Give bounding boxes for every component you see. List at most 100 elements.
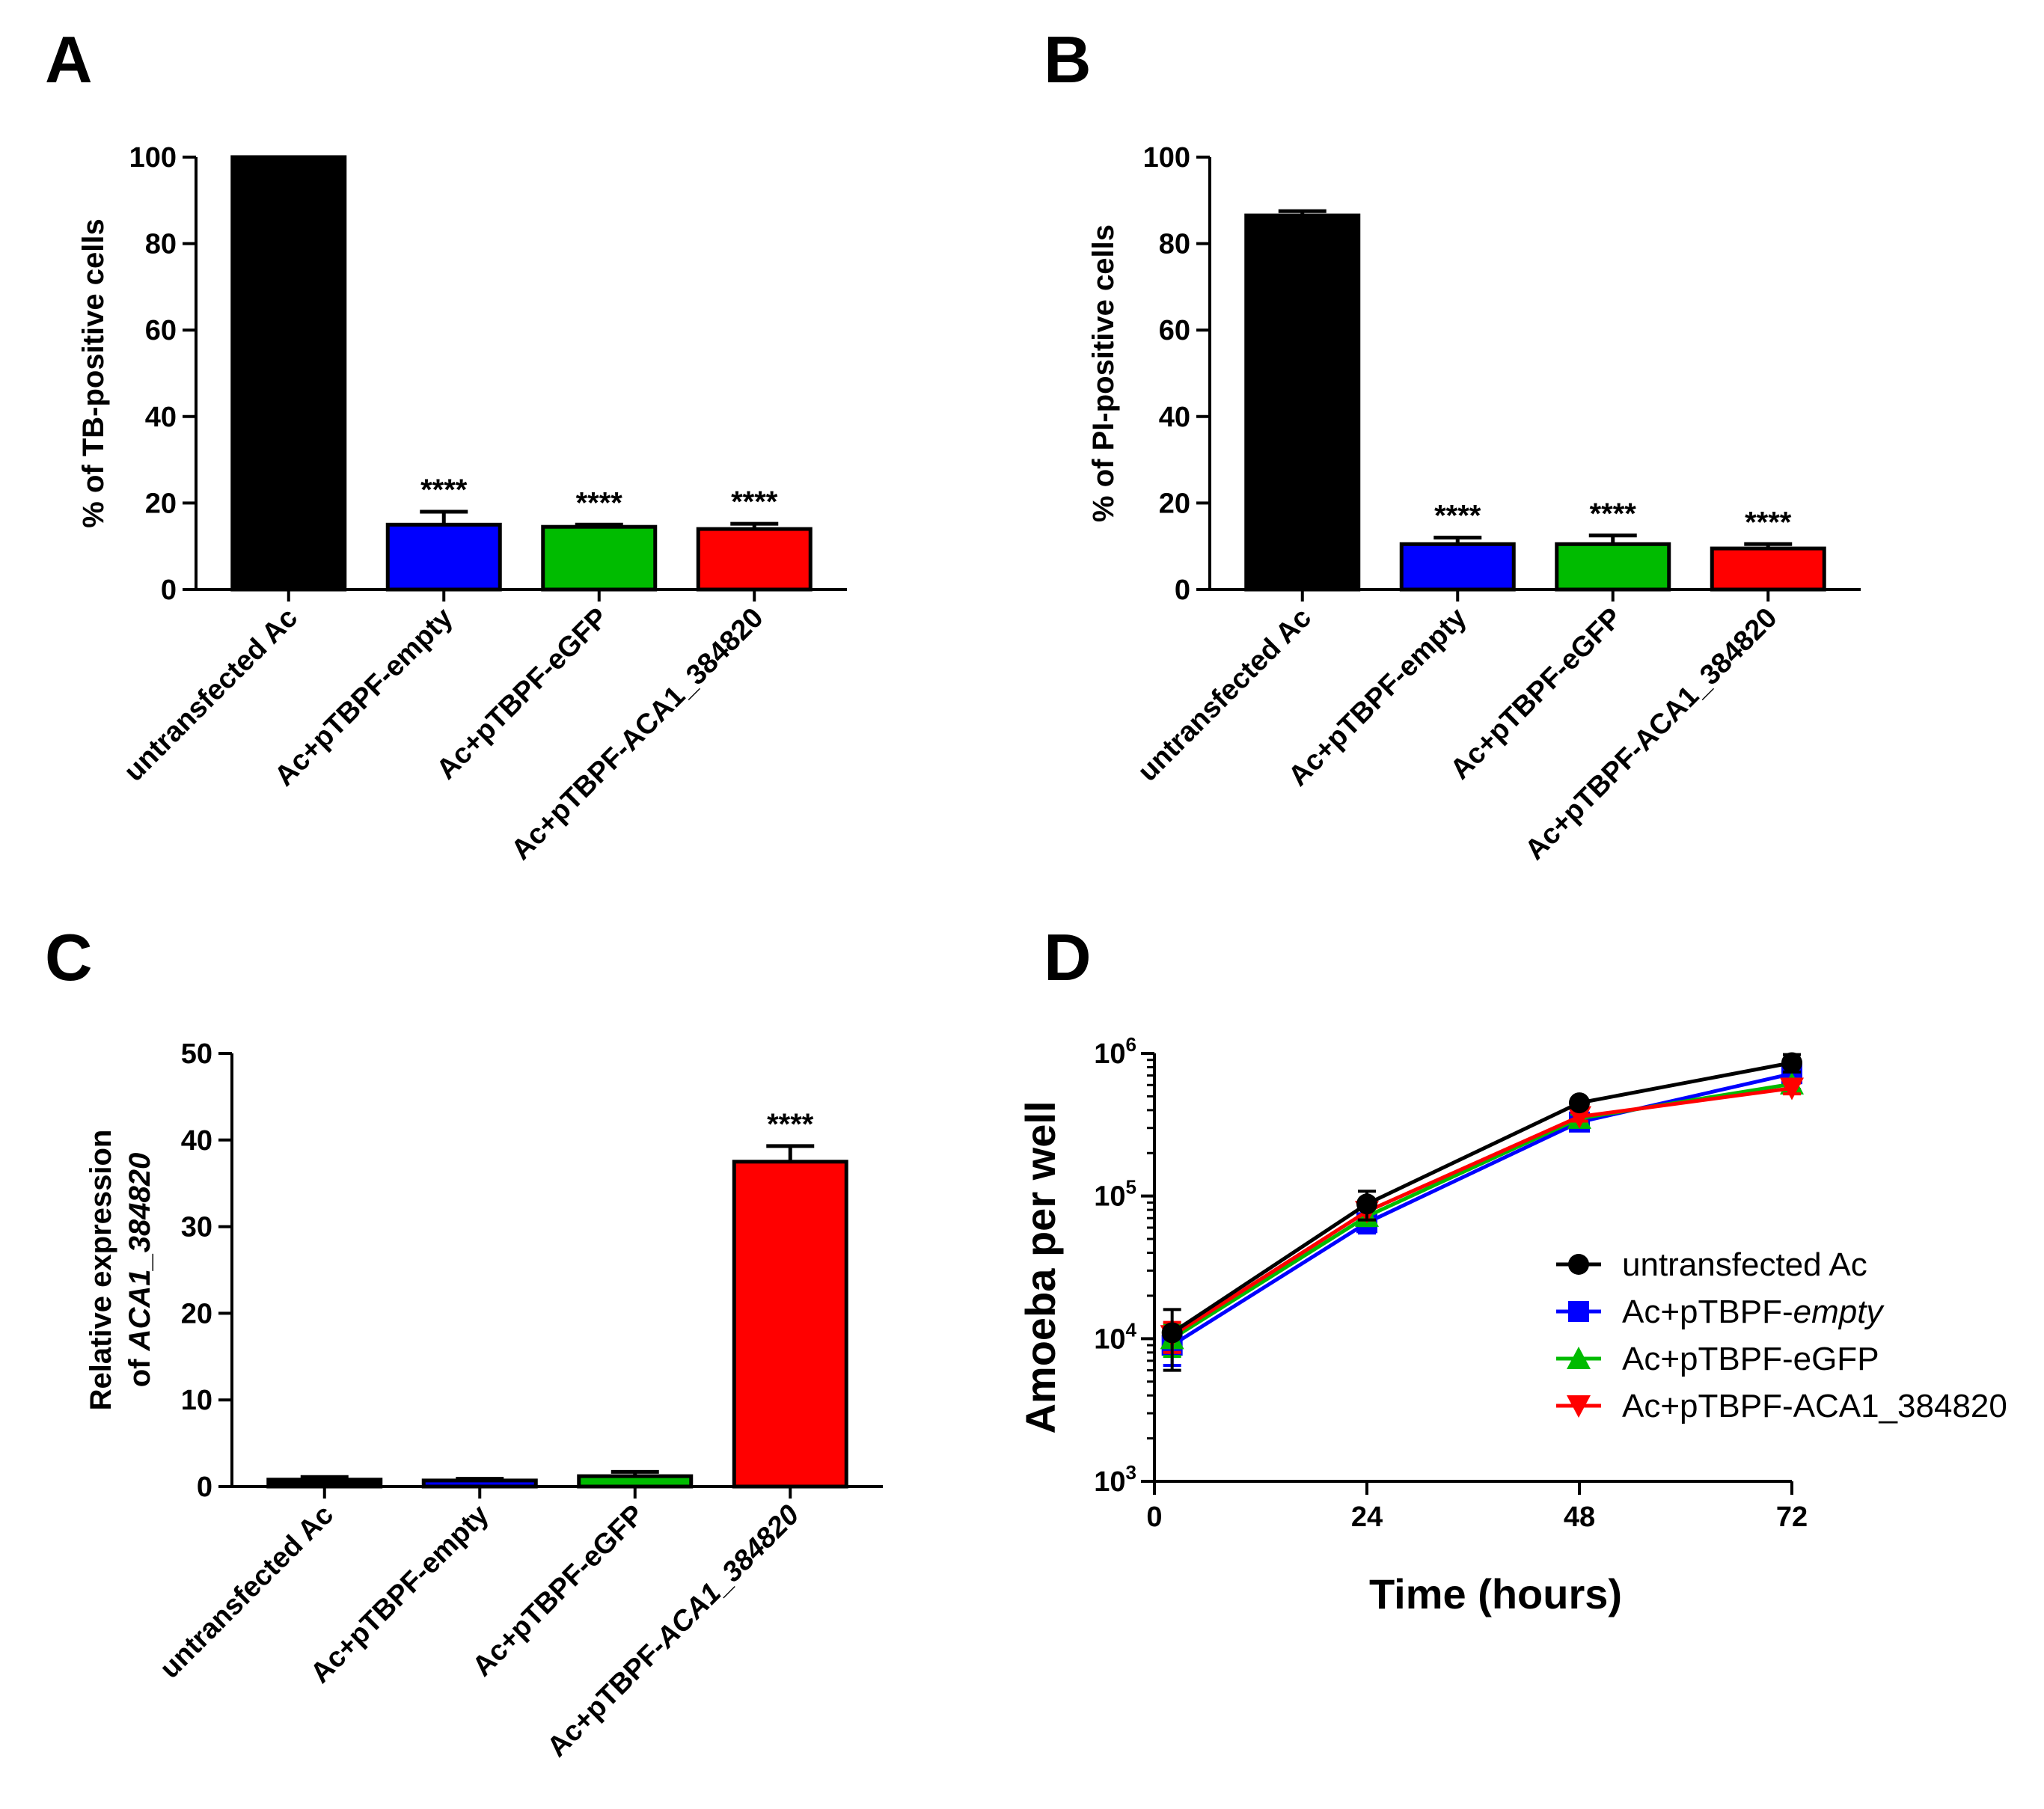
marker-triangle-down [1567,1106,1591,1129]
category-label: Ac+pTBPF-ACA1_384820 [506,602,770,866]
legend-label: Ac+pTBPF-ACA1_384820 [1622,1388,2007,1424]
y-tick-label: 60 [145,315,177,346]
bar [1399,542,1516,592]
significance-label: **** [731,486,778,518]
y-tick-label: 100 [1143,142,1190,174]
bar [541,524,658,592]
y-tick-label: 20 [1159,488,1190,519]
y-axis-label: % of PI-positive cells [1087,224,1120,522]
legend-label-italic: empty [1793,1294,1885,1330]
y-tick-label: 105 [1094,1176,1136,1213]
significance-label: **** [576,486,623,519]
significance-label: **** [420,474,468,506]
significance-label: **** [1434,500,1481,533]
category-label: Ac+pTBPF-eGFP [467,1499,650,1683]
panel-letter: B [1044,22,1092,97]
category-label-text: untransfected Ac [118,602,304,788]
x-tick-label: 0 [1146,1502,1162,1533]
y-tick-label: 0 [161,575,177,606]
y-tick-exponent: 4 [1126,1318,1137,1341]
category-label-text: Ac+pTBPF-eGFP [1445,602,1628,786]
y-tick-exponent: 6 [1126,1033,1136,1056]
marker-triangle-up [1567,1347,1591,1369]
x-tick-label: 48 [1564,1502,1595,1533]
legend-label: untransfected Ac [1622,1246,1867,1283]
panel-letter: D [1044,920,1092,994]
y-tick-label: 60 [1159,315,1190,346]
marker-circle [1781,1052,1802,1074]
category-label-text: untransfected Ac [154,1499,340,1685]
category-label: Ac+pTBPF-eGFP [431,602,614,786]
panel-b: B 0 20 40 60 80 100 % of PI-positive cells untra… [1044,22,1861,866]
y-tick-label: 106 [1094,1033,1136,1070]
panel-letter: A [45,22,93,97]
category-label: Ac+pTBPF-ACA1_384820 [1520,602,1784,866]
y-tick-label: 40 [1159,402,1190,433]
category-label: untransfected Ac [118,602,304,788]
y-tick-label: 20 [181,1298,212,1329]
bar [696,527,813,592]
legend-label-text: Ac+pTBPF- [1622,1294,1793,1330]
y-tick-label: 0 [197,1472,212,1503]
y-tick-label: 103 [1094,1461,1136,1498]
y-axis-label: Amoeba per well [1017,1101,1064,1433]
category-label: untransfected Ac [1132,602,1318,788]
y-tick-label: 20 [145,488,177,519]
marker-circle [1161,1322,1183,1344]
significance-label: **** [1590,498,1637,530]
marker-circle [1568,1254,1589,1275]
significance-label: **** [1745,506,1792,539]
series-line [1171,1086,1793,1338]
category-label-text: Ac+pTBPF-ACA1_384820 [1520,602,1784,866]
bar [421,1478,538,1489]
x-tick-label: 24 [1351,1502,1383,1533]
series-0 [1161,1052,1802,1372]
panel-a: A 0 20 40 60 80 100 % of TB-positive cells untra… [45,22,847,866]
y-tick-label: 30 [181,1212,212,1243]
series-line [1171,1061,1793,1335]
y-tick-label: 50 [181,1038,212,1070]
x-tick-label: 72 [1776,1502,1808,1533]
y-tick-label: 100 [129,142,177,174]
category-label: Ac+pTBPF-eGFP [1445,602,1628,786]
y-tick-exponent: 3 [1126,1461,1136,1484]
category-label-text: Ac+pTBPF-eGFP [467,1499,650,1683]
y-axis-label-line2-prefix: of [123,1350,156,1387]
panel-letter: C [45,920,93,994]
y-axis-label: Relative expression of ACA1_384820 [85,1130,156,1411]
y-tick-label: 40 [181,1125,212,1157]
marker-triangle-down [1567,1395,1591,1418]
legend-label: Ac+pTBPF-eGFP [1622,1341,1879,1377]
significance-label: **** [767,1108,814,1141]
y-tick-base: 10 [1094,1323,1125,1355]
category-label: Ac+pTBPF-ACA1_384820 [542,1499,806,1763]
bar [577,1474,694,1489]
y-tick-label: 40 [145,402,177,433]
y-tick-label: 104 [1094,1318,1136,1355]
category-label-text: Ac+pTBPF-eGFP [431,602,614,786]
bar [1244,213,1361,592]
legend-label-text: untransfected Ac [1622,1246,1867,1283]
category-label-italic: ACA1_384820 [649,1499,805,1655]
category-label-text: untransfected Ac [1132,602,1318,788]
bar [385,522,502,592]
bar [732,1160,848,1489]
category-label-text: Ac+pTBPF-ACA1_384820 [506,602,770,866]
bar [266,1478,383,1489]
category-label: untransfected Ac [154,1499,340,1685]
category-label-text: Ac+pTBPF- [542,1632,673,1763]
y-axis-label-line1: Relative expression [85,1130,117,1411]
marker-circle [1356,1193,1377,1215]
y-tick-label: 0 [1175,575,1190,606]
legend: untransfected Ac Ac+pTBPF-empty Ac+pTBPF-e… [1556,1246,2007,1424]
y-axis-label: % of TB-positive cells [77,218,110,527]
series-line [1171,1071,1793,1347]
bar [1710,546,1826,592]
y-tick-base: 10 [1094,1466,1125,1498]
y-tick-base: 10 [1094,1038,1125,1070]
x-axis-label: Time (hours) [1369,1570,1622,1617]
marker-square [1568,1301,1589,1322]
bar [1555,542,1671,592]
